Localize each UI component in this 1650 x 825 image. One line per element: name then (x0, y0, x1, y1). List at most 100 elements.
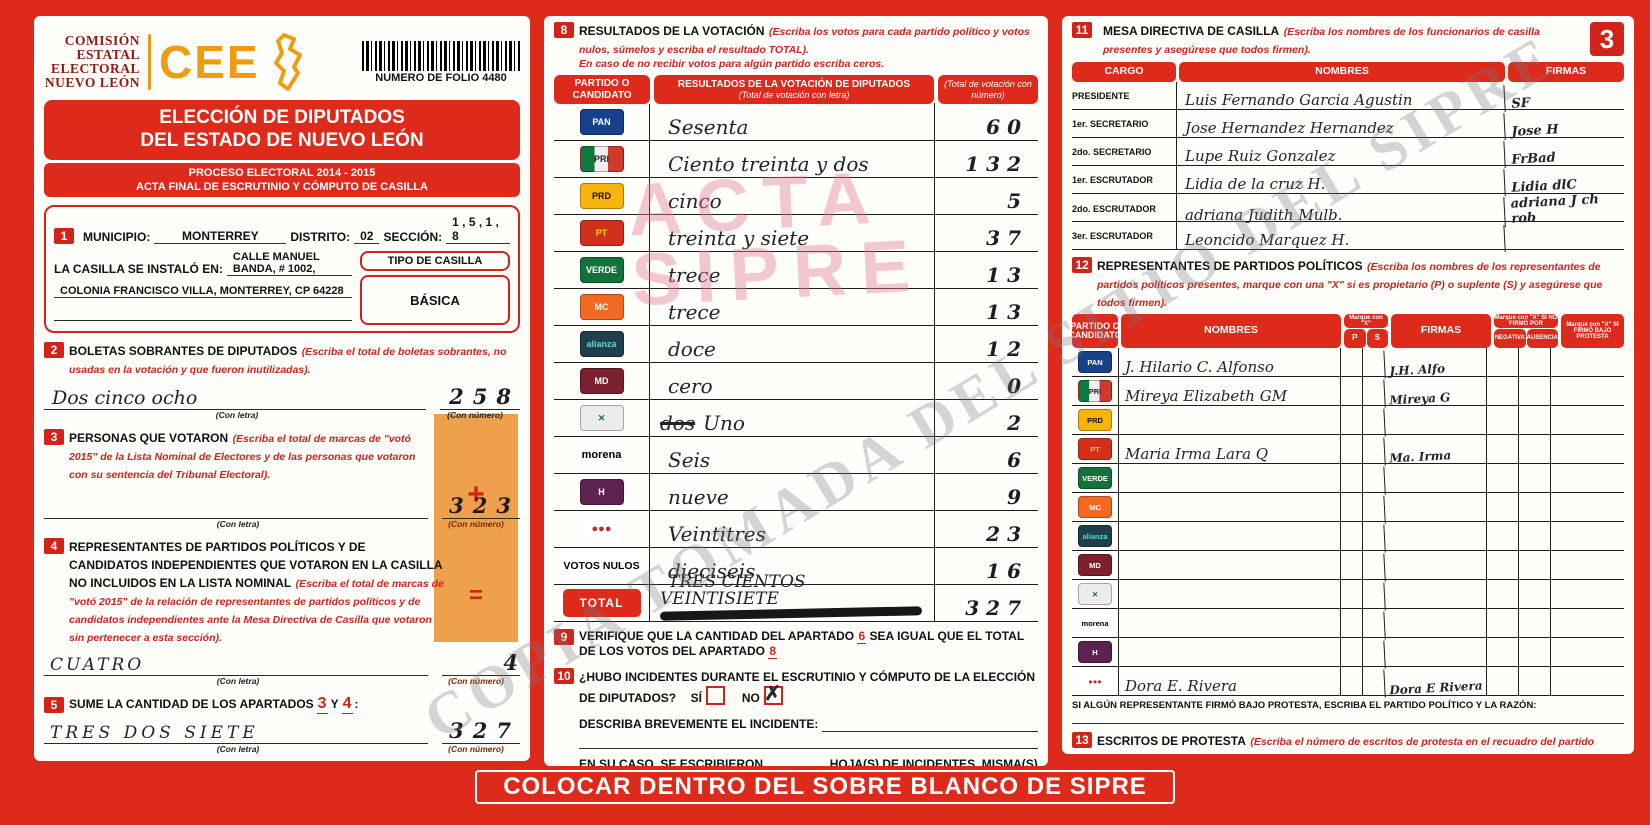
votes-numero-cell: 60 (934, 103, 1038, 141)
distrito-value: 02 (354, 229, 380, 245)
section-4-badge: 4 (44, 538, 64, 555)
s-checkbox-cell (1362, 348, 1384, 376)
section-2-boletas: 2 BOLETAS SOBRANTES DE DIPUTADOS (Escrib… (44, 342, 520, 420)
votes-letra-handwriting: treinta y siete (668, 226, 810, 251)
section-3-personas: 3 PERSONAS QUE VOTARON (Escriba el total… (44, 429, 520, 529)
party-logo-cell: MD (554, 363, 650, 400)
footer-instruction: COLOCAR DENTRO DEL SOBRE BLANCO DE SIPRE (475, 770, 1175, 804)
party-logo-cell: VOTOS NULOS (554, 548, 650, 585)
rep-row: H (1072, 635, 1624, 669)
rep-nombre-handwriting (1118, 464, 1340, 492)
rep-firma (1383, 635, 1487, 669)
party-logo-icon: PRD (579, 183, 624, 210)
mesa-row: PRESIDENTE Luis Fernando Garcia Agustin … (1072, 78, 1625, 113)
s-checkbox-cell (1362, 435, 1384, 463)
votes-letra-handwriting: Veintitres (668, 522, 766, 547)
section-9-badge: 9 (554, 629, 574, 646)
party-logo-icon: PT (579, 220, 624, 247)
results-row: PT treinta y siete 37 (554, 214, 1038, 253)
section-12-hint: (Escriba los nombres de los representant… (1097, 261, 1603, 309)
protesta-cell (1550, 464, 1624, 492)
votes-numero-cell: 13 (934, 251, 1038, 289)
section-5-suma: 5 SUME LA CANTIDAD DE LOS APARTADOS 3 Y … (44, 695, 520, 754)
instalada-line1: CALLE MANUEL BANDA, # 1002, (226, 251, 352, 277)
s-checkbox-cell (1362, 493, 1384, 521)
s-checkbox-cell (1362, 551, 1384, 579)
ausencia-cell (1518, 493, 1550, 521)
describa-label: DESCRIBA BREVEMENTE EL INCIDENTE: (579, 717, 819, 732)
ausencia-cell (1518, 667, 1550, 695)
ausencia-cell (1518, 464, 1550, 492)
protesta-note: SI ALGÚN REPRESENTANTE FIRMÓ BAJO PROTES… (1072, 700, 1537, 711)
party-logo-icon: PT (1078, 438, 1112, 460)
section-8-hint: (Escriba los votos para cada partido pol… (579, 26, 1030, 56)
cargo-label: 1er. ESCRUTADOR (1072, 174, 1153, 185)
party-logo-icon: ●●● (1079, 671, 1111, 691)
rep-nombre-handwriting: Mireya Elizabeth GM (1118, 377, 1340, 405)
personas-letra-line (44, 498, 428, 520)
rep-nombre-handwriting (1118, 609, 1340, 637)
party-logo-icon: ●●● (580, 517, 623, 542)
rep-nombre-handwriting (1118, 551, 1340, 579)
section-8-hint2: En caso de no recibir votos para algún p… (579, 58, 885, 70)
votes-letra-handwriting: Ciento treinta y dos (668, 152, 869, 177)
cargo-label: 2do. ESCRUTADOR (1072, 204, 1156, 214)
form-header: COMISIÓN ESTATAL ELECTORAL NUEVO LEÓN CE… (44, 30, 520, 94)
protesta-cell (1550, 638, 1624, 666)
rep-nombre-handwriting: J. Hilario C. Alfonso (1118, 348, 1340, 376)
votes-numero-handwriting: 60 (986, 115, 1028, 140)
party-logo-icon: H (579, 479, 624, 506)
section-4-title: REPRESENTANTES DE PARTIDOS POLÍTICOS Y D… (69, 540, 443, 591)
results-table-header: PARTIDO O CANDIDATO RESULTADOS DE LA VOT… (554, 75, 1038, 105)
party-logo-cell: MC (554, 289, 650, 326)
party-logo-cell: morena (554, 437, 650, 474)
section-13-title: ESCRITOS DE PROTESTA (1097, 734, 1246, 748)
results-row: VERDE trece 13 (554, 251, 1038, 290)
col-numero: (Total de votación con número) (938, 75, 1038, 105)
rep-firma: Ma. Irma (1383, 432, 1487, 466)
party-logo-cell: PRI (1072, 377, 1118, 405)
party-logo-icon: MC (1078, 496, 1112, 518)
section-2-hint: (Escriba el total de boletas sobrantes, … (69, 346, 507, 377)
mesa-table: PRESIDENTE Luis Fernando Garcia Agustin … (1072, 78, 1625, 253)
results-row: PRD cinco 5 (554, 177, 1038, 216)
votes-numero-cell: 16 (934, 547, 1038, 585)
section-11-badge: 11 (1072, 22, 1092, 38)
votes-numero-cell: 23 (934, 510, 1038, 548)
p-checkbox-cell (1340, 638, 1362, 666)
funcionario-nombre-handwriting: Lidia de la cruz H. (1176, 166, 1504, 193)
party-logo-cell: PRD (1072, 406, 1118, 434)
protesta-cell (1550, 609, 1624, 637)
footer-bar: COLOCAR DENTRO DEL SOBRE BLANCO DE SIPRE (0, 770, 1650, 804)
results-row: MD cero 0 (554, 362, 1038, 401)
votes-numero-cell: 12 (934, 325, 1038, 363)
plus-sign: + (467, 478, 485, 511)
party-logo-icon: PAN (1078, 351, 1112, 373)
section-9-verifique: 9 VERIFIQUE QUE LA CANTIDAD DEL APARTADO… (554, 629, 1038, 660)
protesta-cell (1550, 493, 1624, 521)
section-3-hint: (Escriba el total de marcas de "votó 201… (69, 433, 416, 482)
funcionario-nombre-handwriting: Luis Fernando Garcia Agustin (1176, 82, 1504, 109)
funcionario-nombre-handwriting: Leoncido Marquez H. (1176, 222, 1504, 249)
section-3-title: PERSONAS QUE VOTARON (69, 431, 229, 446)
votes-numero-handwriting: 9 (1007, 485, 1028, 510)
protesta-cell (1550, 580, 1624, 608)
section-5-title: SUME LA CANTIDAD DE LOS APARTADOS (69, 697, 314, 712)
s-checkbox-cell (1362, 667, 1384, 695)
rep-firma (1383, 606, 1487, 640)
party-logo-cell: VERDE (554, 252, 650, 289)
protesta-cell (1550, 667, 1624, 695)
ausencia-cell (1518, 522, 1550, 550)
party-logo-icon: morena (580, 443, 623, 468)
party-logo-icon: PAN (579, 109, 624, 136)
funcionario-nombre-handwriting: Jose Hernandez Hernandez (1176, 110, 1504, 137)
party-logo-cell: ✕ (1072, 580, 1118, 608)
p-checkbox-cell (1340, 406, 1362, 434)
section-12-title: REPRESENTANTES DE PARTIDOS POLÍTICOS (1097, 259, 1363, 273)
party-logo-cell: PRI (554, 141, 650, 178)
party-logo-cell: TOTAL (554, 585, 650, 622)
rep-row: ●●● Dora E. Rivera Dora E Rivera (1072, 664, 1624, 698)
equals-sign: = (468, 582, 483, 609)
protesta-cell (1550, 406, 1624, 434)
section-11-header: 11 MESA DIRECTIVA DE CASILLA (Escriba lo… (1072, 22, 1624, 58)
